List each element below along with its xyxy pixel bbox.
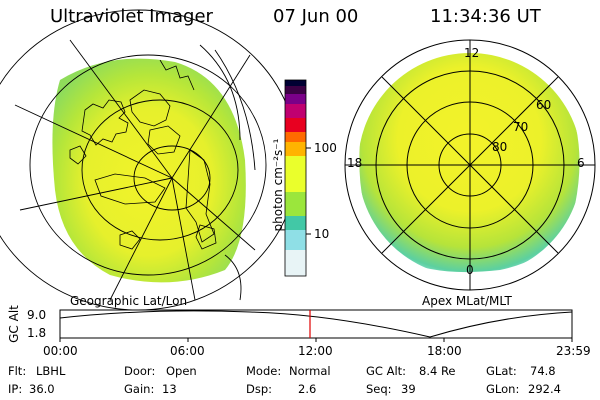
mlt-label-12: 12: [464, 46, 480, 60]
timeline-y-label: GC Alt: [7, 305, 21, 343]
ip-value: 36.0: [29, 382, 55, 396]
glat-value: 74.8: [530, 364, 556, 378]
gcalt-label: GC Alt:: [366, 364, 407, 378]
timeline-x-tick-1200: 12:00: [298, 344, 333, 358]
mode-value: Normal: [289, 364, 331, 378]
door-label: Door:: [124, 364, 156, 378]
mlt-label-0: 0: [466, 263, 474, 277]
seq-label: Seq:: [366, 382, 392, 396]
flt-value: LBHL: [36, 364, 66, 378]
glon-value: 292.4: [528, 382, 561, 396]
ip-label: IP:: [8, 382, 23, 396]
gain-value: 13: [162, 382, 177, 396]
timeline-x-tick-0000: 00:00: [43, 344, 78, 358]
door-value: Open: [166, 364, 197, 378]
glat-label: GLat:: [486, 364, 517, 378]
gcalt-value: 8.4 Re: [419, 364, 456, 378]
date-label: 07 Jun 00: [273, 6, 359, 27]
magnetic-image: [344, 39, 596, 291]
colorbar-unit-label: photon cm⁻²s⁻¹: [271, 138, 285, 232]
timeline-x-tick-0600: 06:00: [170, 344, 205, 358]
geographic-caption: Geographic Lat/Lon: [70, 294, 188, 308]
flt-label: Flt:: [8, 364, 27, 378]
timeline-x-tick-1800: 18:00: [427, 344, 462, 358]
mlat-label-60: 60: [536, 98, 552, 112]
mode-label: Mode:: [246, 364, 282, 378]
mlt-label-6: 6: [577, 156, 585, 170]
mlat-label-80: 80: [492, 140, 508, 154]
gain-label: Gain:: [124, 382, 155, 396]
instrument-title: Ultraviolet Imager: [50, 6, 213, 27]
mlt-label-18: 18: [347, 156, 363, 170]
altitude-timeline: [59, 309, 573, 342]
dsp-value: 2.6: [298, 382, 317, 396]
timeline-x-tick-2359: 23:59: [556, 344, 591, 358]
colorbar: [284, 79, 311, 277]
geographic-image: [0, 9, 299, 311]
colorbar-tick-100: 100: [314, 141, 337, 155]
timeline-y-tick-1.8: 1.8: [27, 326, 47, 340]
mlat-mlt-grid: [345, 40, 595, 290]
magnetic-caption: Apex MLat/MLT: [422, 294, 512, 308]
mlat-label-70: 70: [513, 120, 529, 134]
glon-label: GLon:: [486, 382, 520, 396]
colorbar-tick-10: 10: [314, 227, 330, 241]
dsp-label: Dsp:: [246, 382, 273, 396]
timeline-y-tick-9: 9.0: [27, 308, 47, 322]
coastline-outline: [69, 59, 217, 250]
seq-value: 39: [401, 382, 416, 396]
time-label: 11:34:36 UT: [430, 6, 541, 27]
